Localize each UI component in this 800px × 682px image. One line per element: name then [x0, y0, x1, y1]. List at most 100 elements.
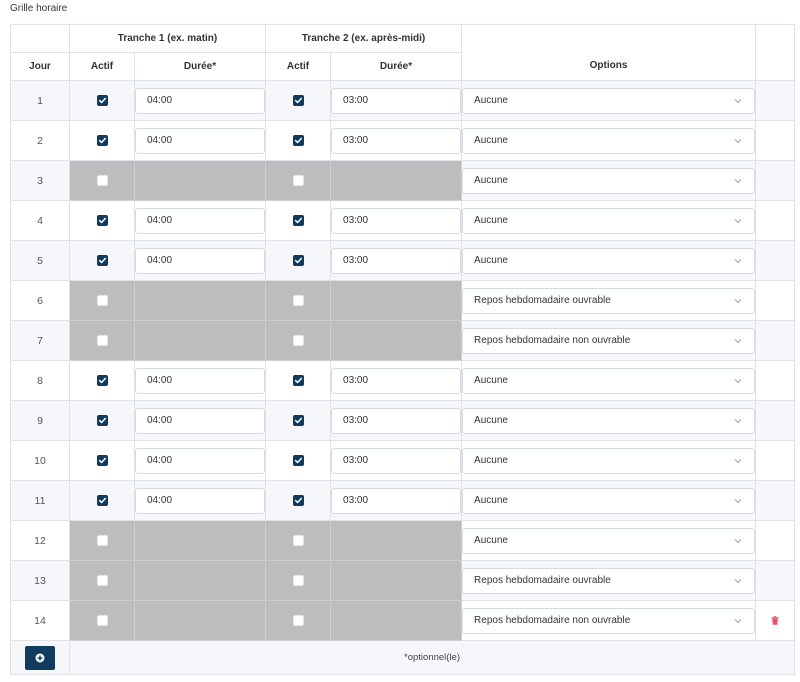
- tranche2-active-checkbox[interactable]: [292, 214, 304, 226]
- options-select[interactable]: Aucune: [462, 247, 756, 274]
- tranche2-active-checkbox[interactable]: [292, 94, 304, 106]
- options-select[interactable]: Repos hebdomadaire non ouvrable: [462, 607, 756, 634]
- table-row: 1 04:00 03:00 Aucune: [10, 80, 796, 121]
- tranche1-duration-cell: [133, 560, 267, 601]
- options-select-value: Repos hebdomadaire ouvrable: [474, 574, 611, 586]
- options-select-value: Aucune: [474, 534, 508, 546]
- options-cell: Repos hebdomadaire ouvrable: [461, 560, 757, 601]
- options-select[interactable]: Repos hebdomadaire non ouvrable: [462, 327, 756, 354]
- options-cell: Aucune: [461, 360, 757, 401]
- options-cell: Aucune: [461, 520, 757, 561]
- optional-note: *optionnel(le): [68, 640, 796, 675]
- options-select[interactable]: Repos hebdomadaire ouvrable: [462, 567, 756, 594]
- tranche2-duration-cell: 03:00: [330, 120, 463, 161]
- day-number: 11: [10, 480, 70, 521]
- options-select[interactable]: Repos hebdomadaire ouvrable: [462, 287, 756, 314]
- options-select[interactable]: Aucune: [462, 527, 756, 554]
- tranche2-actif-cell: [265, 440, 332, 481]
- tranche2-active-checkbox[interactable]: [292, 534, 304, 546]
- tranche2-active-checkbox[interactable]: [292, 254, 304, 266]
- options-select[interactable]: Aucune: [462, 127, 756, 154]
- tranche1-duration-input[interactable]: 04:00: [135, 207, 266, 234]
- tranche1-active-checkbox[interactable]: [96, 214, 108, 226]
- tranche2-active-checkbox[interactable]: [292, 334, 304, 346]
- tranche2-actif-cell: [265, 360, 332, 401]
- tranche1-actif-cell: [69, 280, 135, 321]
- options-select[interactable]: Aucune: [462, 207, 756, 234]
- tranche1-actif-cell: [69, 520, 135, 561]
- tranche1-actif-cell: [69, 320, 135, 361]
- tranche1-duration-input[interactable]: 04:00: [135, 487, 266, 514]
- tranche2-active-checkbox[interactable]: [292, 414, 304, 426]
- tranche1-active-checkbox[interactable]: [96, 134, 108, 146]
- tranche2-duration-input[interactable]: 03:00: [331, 367, 462, 394]
- header-jour-spacer: [10, 24, 70, 53]
- tranche2-active-checkbox[interactable]: [292, 614, 304, 626]
- tranche2-active-checkbox[interactable]: [292, 374, 304, 386]
- day-number: 4: [10, 200, 70, 241]
- tranche2-active-checkbox[interactable]: [292, 574, 304, 586]
- tranche1-active-checkbox[interactable]: [96, 94, 108, 106]
- tranche2-duration-input[interactable]: 03:00: [331, 247, 462, 274]
- options-cell: Aucune: [461, 240, 757, 281]
- options-select[interactable]: Aucune: [462, 487, 756, 514]
- tranche1-actif-cell: [69, 400, 135, 441]
- tranche1-active-checkbox[interactable]: [96, 254, 108, 266]
- tranche1-duration-input[interactable]: 04:00: [135, 407, 266, 434]
- tranche1-active-checkbox[interactable]: [96, 614, 108, 626]
- options-select[interactable]: Aucune: [462, 167, 756, 194]
- tranche1-actif-cell: [69, 200, 135, 241]
- trash-icon[interactable]: [771, 616, 779, 625]
- chevron-down-icon: [734, 138, 742, 143]
- day-number: 5: [10, 240, 70, 281]
- tranche2-duration-input[interactable]: 03:00: [331, 447, 462, 474]
- options-select[interactable]: Aucune: [462, 407, 756, 434]
- tranche1-active-checkbox[interactable]: [96, 494, 108, 506]
- add-row-cell: [10, 640, 70, 675]
- tranche1-active-checkbox[interactable]: [96, 414, 108, 426]
- tranche2-duration-input[interactable]: 03:00: [331, 87, 462, 114]
- tranche2-active-checkbox[interactable]: [292, 134, 304, 146]
- add-row-button[interactable]: [25, 645, 55, 670]
- tranche2-active-checkbox[interactable]: [292, 174, 304, 186]
- tranche1-duration-cell: 04:00: [133, 200, 267, 241]
- tranche2-active-checkbox[interactable]: [292, 494, 304, 506]
- table-row: 8 04:00 03:00 Aucune: [10, 360, 796, 401]
- tranche1-duration-input[interactable]: 04:00: [135, 247, 266, 274]
- tranche1-active-checkbox[interactable]: [96, 334, 108, 346]
- table-row: 6 Repos hebdomadaire ouvrable: [10, 280, 796, 321]
- tranche1-actif-cell: [69, 120, 135, 161]
- tranche2-duration-input[interactable]: 03:00: [331, 487, 462, 514]
- options-select[interactable]: Aucune: [462, 367, 756, 394]
- tranche2-actif-cell: [265, 280, 332, 321]
- options-select[interactable]: Aucune: [462, 447, 756, 474]
- tranche1-duration-input[interactable]: 04:00: [135, 447, 266, 474]
- options-select-value: Repos hebdomadaire non ouvrable: [474, 614, 631, 626]
- tranche1-active-checkbox[interactable]: [96, 374, 108, 386]
- options-select[interactable]: Aucune: [462, 87, 756, 114]
- actions-cell: [755, 560, 796, 601]
- chevron-down-icon: [734, 218, 742, 223]
- tranche2-duration-input[interactable]: 03:00: [331, 127, 462, 154]
- header-actions-spacer: [755, 24, 796, 81]
- tranche2-active-checkbox[interactable]: [292, 454, 304, 466]
- tranche2-actif-cell: [265, 200, 332, 241]
- tranche1-duration-input[interactable]: 04:00: [135, 127, 266, 154]
- tranche1-active-checkbox[interactable]: [96, 174, 108, 186]
- tranche1-active-checkbox[interactable]: [96, 534, 108, 546]
- tranche2-duration-cell: 03:00: [330, 480, 463, 521]
- tranche1-duration-input[interactable]: 04:00: [135, 367, 266, 394]
- actions-cell: [755, 440, 796, 481]
- tranche2-active-checkbox[interactable]: [292, 294, 304, 306]
- tranche2-duration-input[interactable]: 03:00: [331, 407, 462, 434]
- tranche1-active-checkbox[interactable]: [96, 294, 108, 306]
- tranche1-actif-cell: [69, 360, 135, 401]
- tranche2-duration-input[interactable]: 03:00: [331, 207, 462, 234]
- chevron-down-icon: [734, 578, 742, 583]
- tranche1-duration-cell: 04:00: [133, 360, 267, 401]
- table-row: 2 04:00 03:00 Aucune: [10, 120, 796, 161]
- tranche1-active-checkbox[interactable]: [96, 574, 108, 586]
- options-select-value: Aucune: [474, 214, 508, 226]
- tranche1-active-checkbox[interactable]: [96, 454, 108, 466]
- tranche1-duration-input[interactable]: 04:00: [135, 87, 266, 114]
